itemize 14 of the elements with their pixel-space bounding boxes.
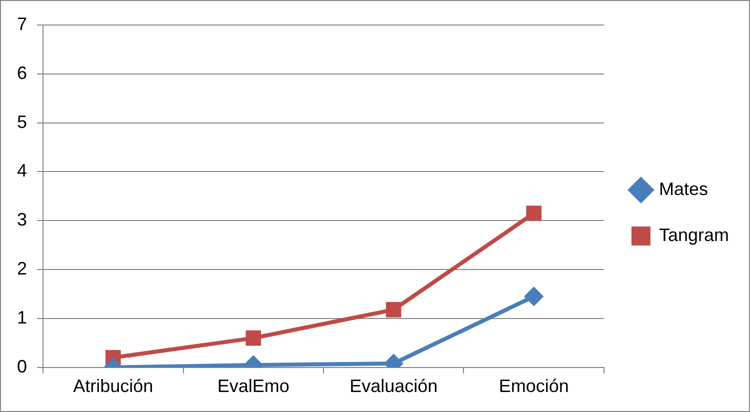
x-tick-label: Atribución bbox=[73, 376, 154, 396]
y-tick-label: 0 bbox=[16, 356, 28, 376]
legend-label: Mates bbox=[658, 178, 708, 199]
x-tick-label: EvalEmo bbox=[217, 376, 290, 396]
x-tick-label: Evaluación bbox=[350, 376, 438, 396]
y-tick-label: 7 bbox=[16, 14, 28, 34]
y-tick-label: 4 bbox=[16, 160, 28, 181]
y-tick-label: 2 bbox=[16, 258, 28, 279]
y-tick-label: 6 bbox=[16, 62, 28, 83]
legend-label: Tangram bbox=[658, 224, 729, 245]
y-tick-label: 3 bbox=[16, 210, 28, 230]
y-tick-label: 1 bbox=[16, 307, 28, 328]
x-tick-label: Emoción bbox=[498, 376, 569, 396]
y-tick-label: 5 bbox=[16, 112, 28, 132]
